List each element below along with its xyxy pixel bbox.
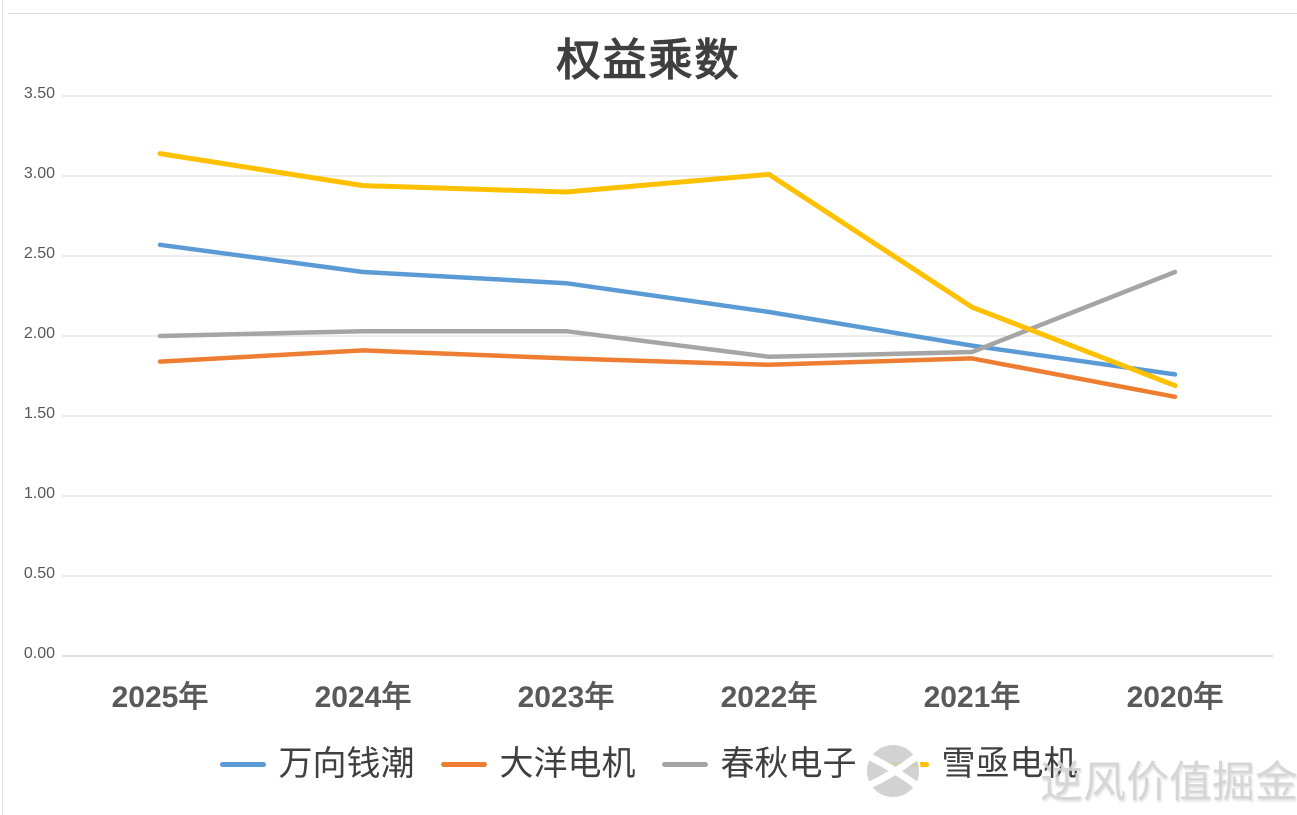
series-line-0 xyxy=(157,242,1178,377)
legend-item-1: 大洋电机 xyxy=(440,744,636,785)
legend-item-0: 万向钱潮 xyxy=(219,744,415,785)
x-axis-tick-label: 2022年 xyxy=(720,681,818,714)
y-axis-tick-label: 3.00 xyxy=(23,165,55,182)
legend-item-2: 春秋电子 xyxy=(661,744,857,785)
y-axis-tick-label: 1.50 xyxy=(23,405,55,422)
legend-swatch-icon xyxy=(440,761,487,767)
y-axis-tick-label: 3.50 xyxy=(23,85,55,102)
watermark-pinwheel-logo-icon xyxy=(865,743,921,799)
y-axis-tick-label: 2.50 xyxy=(23,245,55,262)
legend-swatch-icon xyxy=(219,761,266,767)
legend-swatch-icon xyxy=(661,761,708,767)
x-axis-tick-label: 2024年 xyxy=(314,681,412,714)
series-line-2 xyxy=(157,269,1178,360)
legend-label: 万向钱潮 xyxy=(278,744,415,784)
y-axis: 3.50 3.00 2.50 2.00 1.50 1.00 0.50 0.00 xyxy=(0,0,55,815)
legend-label: 春秋电子 xyxy=(720,744,857,784)
x-axis-tick-label: 2025年 xyxy=(111,681,209,714)
series-line-3 xyxy=(157,151,1178,389)
y-axis-tick-label: 2.00 xyxy=(23,325,55,342)
y-axis-tick-label: 1.00 xyxy=(23,485,55,502)
legend-label: 雪亟电机 xyxy=(941,744,1078,784)
y-axis-tick-label: 0.50 xyxy=(23,565,55,582)
legend-label: 大洋电机 xyxy=(499,744,636,784)
y-axis-tick-label: 0.00 xyxy=(23,645,55,662)
series-line-1 xyxy=(157,348,1178,400)
legend: 万向钱潮 大洋电机 春秋电子 雪亟电机 xyxy=(0,744,1297,785)
chart-left-border xyxy=(2,0,3,815)
chart-title: 权益乘数 xyxy=(556,35,741,86)
watermark-text: 逆风价值掘金 xyxy=(1040,758,1297,808)
x-axis-tick-label: 2020年 xyxy=(1126,681,1224,714)
chart-top-border xyxy=(8,13,1297,14)
x-axis-tick-label: 2021年 xyxy=(923,681,1021,714)
x-axis-tick-label: 2023年 xyxy=(517,681,615,714)
